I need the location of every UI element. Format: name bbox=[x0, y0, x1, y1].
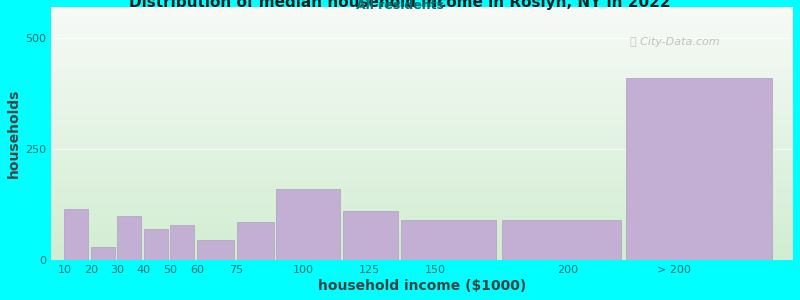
Bar bbox=[626, 78, 772, 260]
Bar bbox=[401, 220, 496, 260]
Bar bbox=[144, 229, 168, 260]
Bar bbox=[91, 247, 114, 260]
Bar bbox=[118, 216, 141, 260]
Text: Distribution of median household income in Roslyn, NY in 2022: Distribution of median household income … bbox=[129, 0, 671, 10]
Text: All residents: All residents bbox=[356, 0, 444, 12]
Bar bbox=[237, 222, 274, 260]
Bar bbox=[197, 240, 234, 260]
Bar bbox=[64, 209, 88, 260]
Y-axis label: households: households bbox=[7, 89, 21, 178]
Bar bbox=[342, 211, 398, 260]
X-axis label: household income ($1000): household income ($1000) bbox=[318, 279, 526, 293]
Bar bbox=[170, 224, 194, 260]
Text: ⓘ City-Data.com: ⓘ City-Data.com bbox=[630, 37, 719, 47]
Bar bbox=[502, 220, 621, 260]
Bar bbox=[276, 189, 340, 260]
